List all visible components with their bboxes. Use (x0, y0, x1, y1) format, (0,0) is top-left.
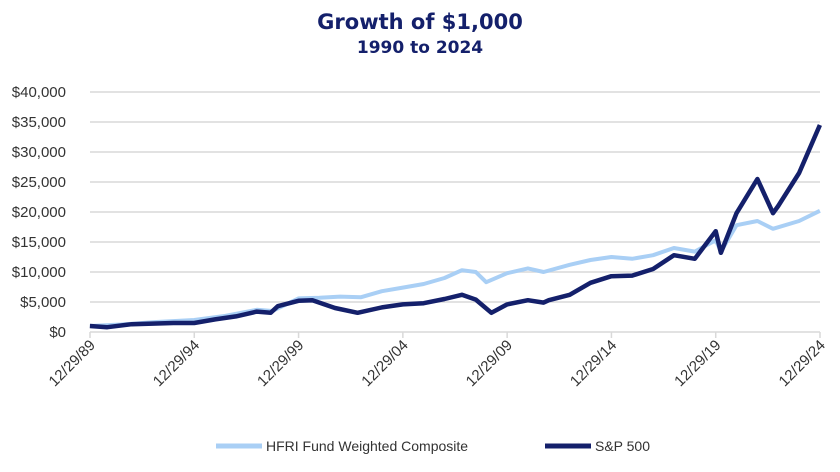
chart-subtitle: 1990 to 2024 (356, 38, 484, 58)
x-tick-label: 12/29/99 (254, 337, 307, 390)
y-tick-label: $40,000 (12, 84, 66, 101)
y-tick-label: $35,000 (12, 114, 66, 131)
y-tick-label: $15,000 (12, 234, 66, 251)
y-tick-label: $10,000 (12, 264, 66, 281)
y-tick-label: $20,000 (12, 204, 66, 221)
chart-title: Growth of $1,000 (317, 10, 523, 34)
series-line-hfri (89, 209, 821, 328)
x-tick-label: 12/29/89 (46, 337, 99, 390)
y-tick-label: $30,000 (12, 144, 66, 161)
series-line-sp500 (89, 124, 822, 330)
x-tick-label: 12/29/94 (150, 337, 203, 390)
legend-label: HFRI Fund Weighted Composite (266, 438, 468, 454)
x-tick-label: 12/29/19 (671, 337, 724, 390)
y-tick-label: $0 (49, 324, 66, 341)
x-tick-label: 12/29/14 (567, 337, 620, 390)
y-tick-label: $25,000 (12, 174, 66, 191)
legend-label: S&P 500 (595, 438, 650, 454)
x-tick-label: 12/29/09 (463, 337, 516, 390)
x-tick-label: 12/29/04 (358, 337, 411, 390)
y-tick-label: $5,000 (20, 294, 66, 311)
x-tick-label: 12/29/24 (776, 337, 829, 390)
